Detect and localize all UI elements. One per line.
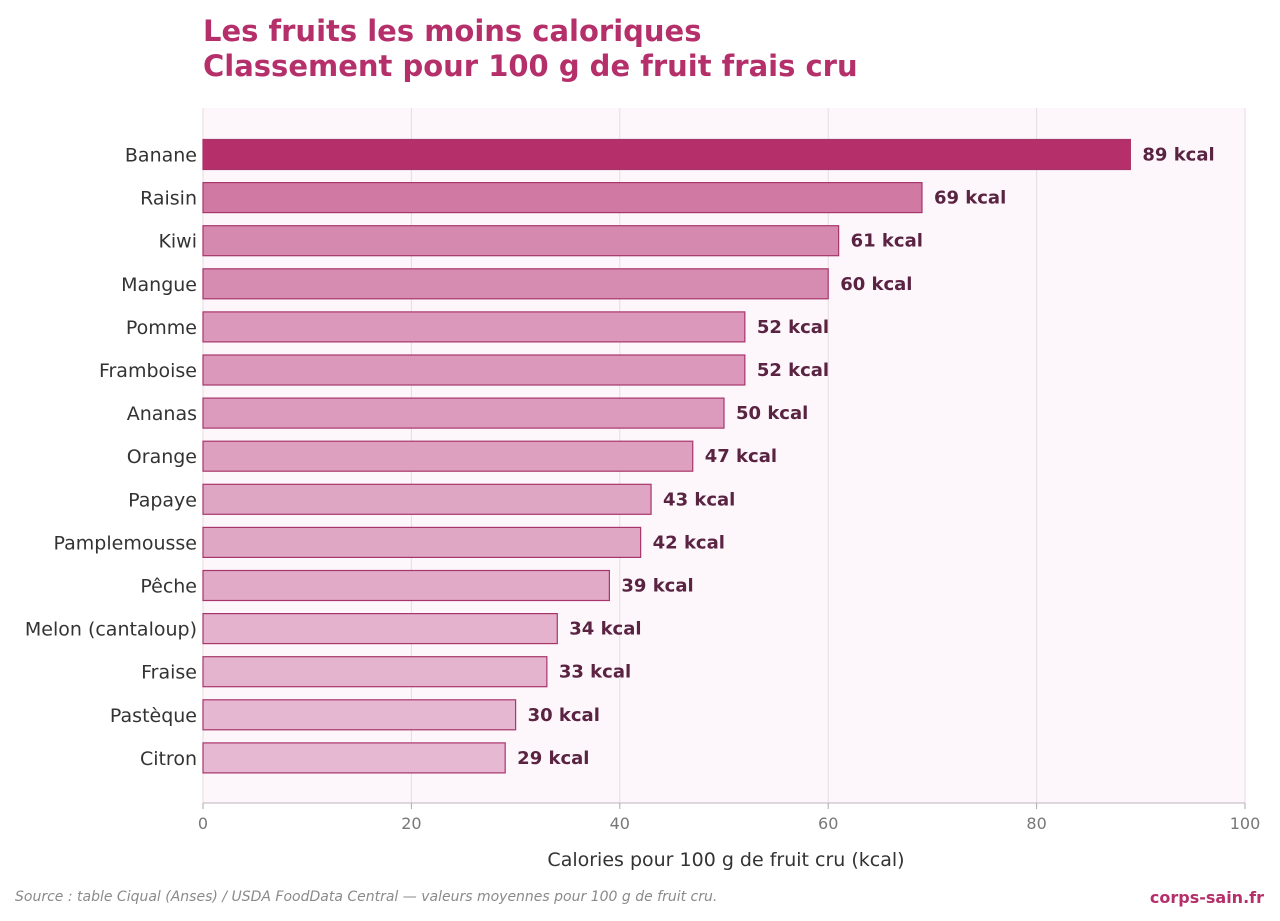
x-tick-label: 80 — [1026, 814, 1046, 833]
bar — [202, 182, 923, 214]
value-label: 69 kcal — [934, 188, 1006, 209]
x-tick-label: 40 — [610, 814, 630, 833]
source-note: Source : table Ciqual (Anses) / USDA Foo… — [15, 889, 718, 905]
bar — [202, 612, 558, 645]
category-label: Pastèque — [110, 705, 197, 727]
category-label: Kiwi — [158, 231, 197, 253]
bar — [202, 138, 1131, 171]
category-label: Melon (cantaloup) — [25, 619, 197, 641]
x-tick-label: 60 — [818, 814, 838, 833]
category-label: Mangue — [121, 274, 197, 296]
value-label: 52 kcal — [757, 317, 829, 338]
value-label: 52 kcal — [757, 360, 829, 381]
value-label: 60 kcal — [840, 274, 912, 295]
value-label: 30 kcal — [528, 705, 600, 726]
bar — [202, 569, 610, 602]
x-tick-label: 0 — [198, 814, 208, 833]
category-label: Pêche — [140, 576, 197, 598]
value-label: 47 kcal — [705, 446, 777, 467]
category-label: Orange — [127, 446, 197, 468]
chart-title-line1: Les fruits les moins caloriques — [203, 14, 702, 48]
value-label: 42 kcal — [653, 532, 725, 553]
value-label: 39 kcal — [621, 576, 693, 597]
x-tick-label: 100 — [1230, 814, 1261, 833]
bar — [202, 699, 517, 731]
bar — [202, 397, 725, 429]
value-label: 61 kcal — [851, 231, 923, 252]
category-label: Pomme — [126, 317, 197, 339]
value-label: 34 kcal — [569, 619, 641, 640]
category-label: Fraise — [141, 662, 197, 684]
bar — [202, 354, 746, 386]
bar — [202, 225, 840, 257]
bar — [202, 311, 746, 343]
bar — [202, 526, 642, 559]
category-label: Framboise — [99, 360, 197, 382]
x-tick-label: 20 — [401, 814, 421, 833]
x-axis-title: Calories pour 100 g de fruit cru (kcal) — [547, 849, 904, 871]
bar — [202, 483, 652, 515]
category-label: Citron — [140, 748, 197, 770]
value-label: 89 kcal — [1142, 145, 1214, 166]
value-label: 43 kcal — [663, 489, 735, 510]
value-label: 29 kcal — [517, 748, 589, 769]
chart-title-line2: Classement pour 100 g de fruit frais cru — [203, 49, 858, 83]
value-label: 33 kcal — [559, 662, 631, 683]
category-label: Pamplemousse — [54, 532, 197, 554]
value-label: 50 kcal — [736, 403, 808, 424]
category-label: Raisin — [140, 188, 197, 210]
brand-link[interactable]: corps-sain.fr — [1149, 888, 1264, 907]
category-label: Banane — [125, 145, 197, 167]
bar — [202, 440, 694, 472]
bar — [202, 742, 506, 774]
chart-title: Les fruits les moins caloriques Classeme… — [203, 14, 858, 84]
bar — [202, 268, 829, 300]
category-label: Ananas — [127, 403, 197, 425]
bar — [202, 656, 548, 688]
category-label: Papaye — [128, 489, 197, 511]
